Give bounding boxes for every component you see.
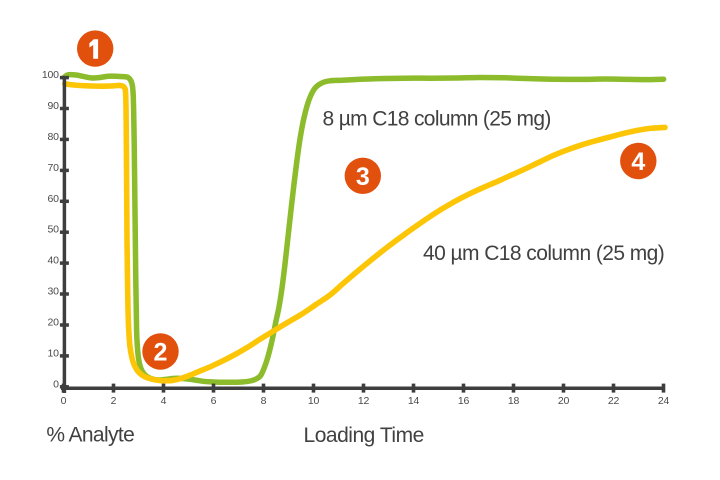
svg-text:80: 80 bbox=[48, 131, 60, 143]
svg-text:100: 100 bbox=[42, 69, 59, 81]
svg-text:4: 4 bbox=[631, 148, 645, 176]
svg-text:0: 0 bbox=[61, 395, 67, 407]
svg-text:22: 22 bbox=[608, 395, 620, 407]
svg-text:4: 4 bbox=[161, 395, 167, 407]
svg-text:2: 2 bbox=[154, 339, 168, 367]
svg-text:90: 90 bbox=[48, 100, 60, 112]
svg-text:8 µm C18 column (25 mg): 8 µm C18 column (25 mg) bbox=[323, 107, 551, 130]
svg-text:12: 12 bbox=[358, 395, 370, 407]
svg-text:% Analyte: % Analyte bbox=[46, 424, 134, 447]
svg-text:18: 18 bbox=[508, 395, 520, 407]
svg-text:24: 24 bbox=[658, 395, 670, 407]
svg-text:8: 8 bbox=[261, 395, 267, 407]
svg-text:60: 60 bbox=[48, 193, 60, 205]
svg-text:50: 50 bbox=[48, 224, 60, 236]
svg-text:70: 70 bbox=[48, 162, 60, 174]
svg-text:3: 3 bbox=[356, 163, 370, 191]
svg-text:Loading Time: Loading Time bbox=[304, 424, 424, 447]
svg-text:0: 0 bbox=[53, 378, 59, 390]
svg-text:2: 2 bbox=[111, 395, 117, 407]
svg-text:20: 20 bbox=[558, 395, 570, 407]
svg-text:10: 10 bbox=[308, 395, 320, 407]
svg-text:20: 20 bbox=[48, 317, 60, 329]
svg-text:40: 40 bbox=[48, 255, 60, 267]
svg-text:40 µm C18 column (25 mg): 40 µm C18 column (25 mg) bbox=[423, 242, 664, 265]
svg-text:10: 10 bbox=[48, 347, 60, 359]
svg-text:14: 14 bbox=[408, 395, 420, 407]
svg-text:6: 6 bbox=[211, 395, 217, 407]
svg-text:30: 30 bbox=[48, 286, 60, 298]
svg-text:16: 16 bbox=[458, 395, 470, 407]
